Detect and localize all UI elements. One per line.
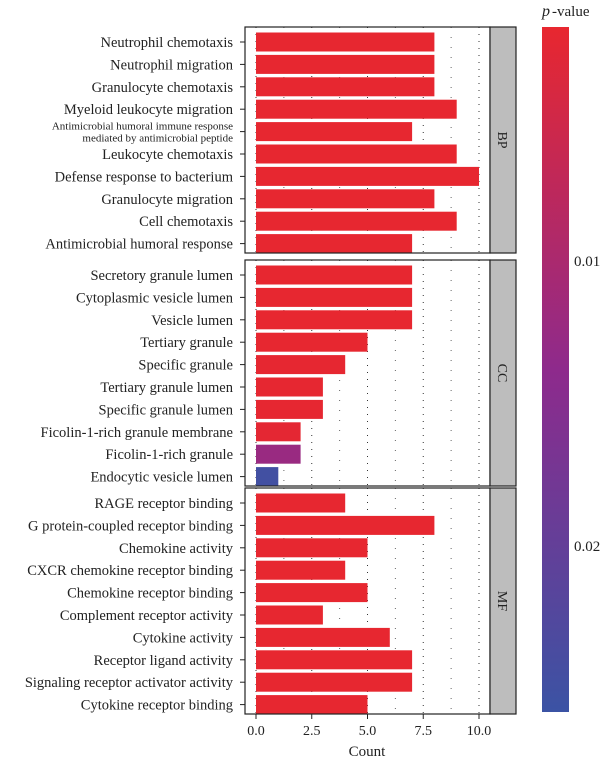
x-axis-label: Count <box>349 744 387 760</box>
x-tick-label: 0.0 <box>247 724 265 739</box>
bar <box>256 99 457 119</box>
colorbar-title-rest: -value <box>552 4 590 20</box>
bar <box>256 493 346 513</box>
bar <box>256 265 413 285</box>
colorbar-gradient <box>542 27 569 712</box>
category-label: Myeloid leukocyte migration <box>64 102 234 118</box>
bar <box>256 627 390 647</box>
bar <box>256 467 279 487</box>
colorbar-tick-label: 0.01 <box>574 254 600 270</box>
bar <box>256 310 413 330</box>
facet-strip <box>489 259 517 487</box>
x-tick-label: 10.0 <box>467 724 492 739</box>
category-label: Neutrophil chemotaxis <box>101 35 234 51</box>
bar <box>256 399 323 419</box>
category-label: RAGE receptor binding <box>94 496 233 512</box>
category-label: Ficolin-1-rich granule membrane <box>41 425 233 441</box>
bar <box>256 332 368 352</box>
bar <box>256 32 435 52</box>
bar <box>256 538 368 558</box>
bar <box>256 189 435 209</box>
bar <box>256 234 413 254</box>
bar <box>256 144 457 164</box>
bar <box>256 77 435 97</box>
category-label: Leukocyte chemotaxis <box>102 147 233 163</box>
category-label: Specific granule <box>138 358 233 374</box>
bar <box>256 211 457 231</box>
category-label: Chemokine activity <box>119 541 234 557</box>
colorbar-tick-label: 0.02 <box>574 539 600 555</box>
category-label: Granulocyte migration <box>101 192 233 208</box>
facet-strip-label: BP <box>494 131 509 148</box>
bar <box>256 377 323 397</box>
bar <box>256 54 435 74</box>
category-label: Antimicrobial humoral immune response <box>52 121 233 133</box>
category-label: Secretory granule lumen <box>90 268 233 284</box>
bar <box>256 166 479 186</box>
facet-panel-cc: Secretory granule lumen Cytoplasmic vesic… <box>41 259 517 487</box>
category-label: CXCR chemokine receptor binding <box>27 563 233 579</box>
category-label: Defense response to bacterium <box>55 169 234 185</box>
category-label: Tertiary granule <box>140 335 233 351</box>
bar <box>256 422 301 442</box>
bar <box>256 583 368 603</box>
x-tick-label: 7.5 <box>415 724 433 739</box>
category-label: Antimicrobial humoral response <box>45 237 233 253</box>
x-tick-label: 5.0 <box>359 724 377 739</box>
category-label: Cytokine receptor binding <box>81 698 233 714</box>
category-label: Specific granule lumen <box>99 402 234 418</box>
category-label: Chemokine receptor binding <box>67 586 233 602</box>
facet-strip <box>489 26 517 254</box>
category-label: Receptor ligand activity <box>94 653 234 669</box>
category-label: Complement receptor activity <box>60 608 234 624</box>
category-label: Vesicle lumen <box>151 313 233 329</box>
category-label: Granulocyte chemotaxis <box>92 80 234 96</box>
bar <box>256 122 413 142</box>
category-label: Endocytic vesicle lumen <box>90 470 233 486</box>
facet-panel-mf: RAGE receptor binding G protein-coupled r… <box>25 487 517 715</box>
x-tick-label: 2.5 <box>303 724 321 739</box>
category-label: Cell chemotaxis <box>139 214 233 230</box>
colorbar-title-p: p <box>541 3 550 20</box>
bar <box>256 695 368 715</box>
category-label: Cytokine activity <box>133 630 234 646</box>
bar <box>256 672 413 692</box>
bar <box>256 560 346 580</box>
category-label: Neutrophil migration <box>110 57 234 73</box>
category-label: mediated by antimicrobial peptide <box>82 133 233 145</box>
bar <box>256 444 301 464</box>
category-label: Cytoplasmic vesicle lumen <box>76 290 234 306</box>
facet-strip-label: CC <box>494 364 509 383</box>
bar <box>256 355 346 375</box>
bar <box>256 605 323 625</box>
category-label: Tertiary granule lumen <box>100 380 233 396</box>
bar <box>256 515 435 535</box>
category-label: G protein-coupled receptor binding <box>28 518 233 534</box>
facet-strip <box>489 487 517 715</box>
pvalue-colorbar: p -value 0.01 0.02 <box>541 3 600 712</box>
category-label: Signaling receptor activator activity <box>25 675 234 691</box>
bar <box>256 650 413 670</box>
category-label: Ficolin-1-rich granule <box>105 447 233 463</box>
bar <box>256 287 413 307</box>
facet-panel-bp: Neutrophil chemotaxis Neutrophil migratio… <box>45 26 517 254</box>
facet-strip-label: MF <box>494 591 509 611</box>
